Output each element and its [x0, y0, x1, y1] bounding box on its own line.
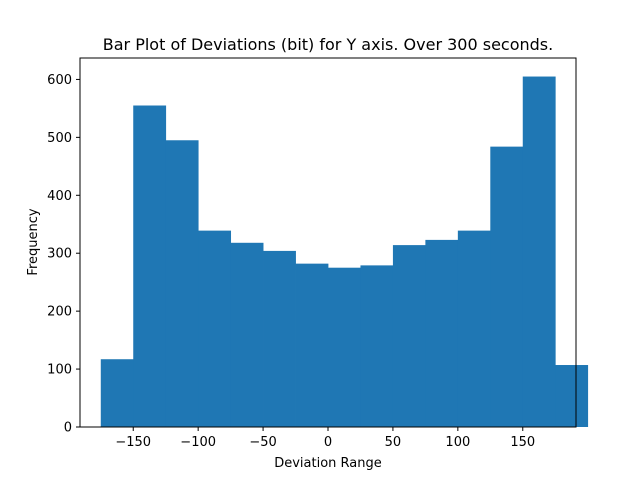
bar-2	[165, 140, 199, 428]
y-axis-label: Frequency	[26, 208, 41, 275]
y-tick-label: 300	[47, 247, 72, 262]
bar-7	[328, 267, 361, 427]
y-tick-label: 500	[47, 131, 72, 146]
bar-12	[490, 146, 524, 427]
bars-group	[100, 76, 589, 428]
y-tick-label: 100	[47, 363, 72, 378]
bar-10	[425, 239, 459, 427]
x-tick-label: 0	[324, 435, 332, 450]
y-tick-label: 600	[47, 73, 72, 88]
x-tick-label: 50	[385, 435, 402, 450]
chart-title: Bar Plot of Deviations (bit) for Y axis.…	[103, 35, 553, 54]
bar-5	[263, 250, 296, 427]
bar-1	[133, 105, 167, 427]
y-tick-label: 0	[64, 421, 72, 436]
x-axis-label: Deviation Range	[274, 456, 382, 471]
bar-9	[392, 245, 426, 427]
x-axis: −150 −100 −50 0 50 100 150	[115, 427, 535, 450]
bar-6	[295, 263, 329, 427]
x-tick-label: −150	[115, 435, 151, 450]
x-tick-label: −50	[249, 435, 276, 450]
y-axis: 0 100 200 300 400 500 600	[47, 73, 80, 436]
bar-13	[522, 76, 556, 427]
x-tick-label: −100	[180, 435, 216, 450]
bar-14	[555, 365, 589, 427]
x-tick-label: 100	[445, 435, 470, 450]
y-tick-label: 200	[47, 305, 72, 320]
bar-0	[100, 359, 134, 427]
y-tick-label: 400	[47, 189, 72, 204]
bar-11	[457, 230, 491, 427]
bar-3	[198, 230, 232, 427]
bar-8	[360, 265, 394, 427]
x-tick-label: 150	[510, 435, 535, 450]
bar-4	[230, 242, 264, 427]
